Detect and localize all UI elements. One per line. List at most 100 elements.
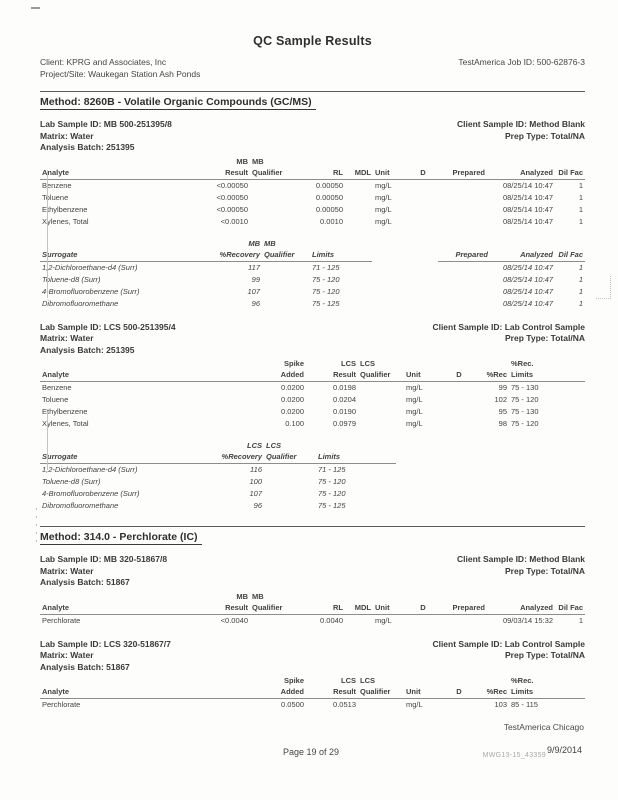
analyte-row: Benzene <0.00050 0.00050 mg/L 08/25/14 1… (40, 179, 585, 192)
col-d: D (448, 369, 470, 382)
cell-result: <0.00050 (216, 204, 249, 214)
cell-unit: mg/L (375, 204, 392, 214)
m1-lcs-surrogate-table: LCS LCS Surrogate %Recovery Qualifier Li… (40, 441, 585, 512)
m1-mb-ids-left: Lab Sample ID: MB 500-251395/8 Matrix: W… (40, 119, 172, 154)
cell-qualifier (358, 699, 404, 712)
col-qualifier: Qualifier (250, 601, 295, 615)
analysis-batch: Analysis Batch: 251395 (40, 344, 135, 355)
cell-mdl (345, 179, 373, 192)
analyte-row: Xylenes, Total <0.0010 0.0010 mg/L 08/25… (40, 216, 585, 228)
cell-dil-fac: 1 (578, 180, 583, 190)
cell-limits: 75 - 120 (318, 477, 346, 486)
surrogate-row: Toluene-d8 (Surr) 100 75 - 120 (40, 476, 585, 488)
cell-unit: mg/L (406, 407, 423, 416)
header-row: Surrogate %Recovery Qualifier Limits Pre… (40, 248, 585, 262)
matrix: Matrix: Water (40, 130, 94, 141)
cell-spacer (396, 464, 585, 477)
project-line: Project/Site: Waukegan Station Ash Ponds (40, 69, 201, 79)
cell-mdl (345, 204, 373, 216)
col-recovery: %Recovery (200, 451, 264, 464)
cell-rec-limits: 75 - 130 (511, 383, 539, 392)
m2-lcs-ids-right: Client Sample ID: Lab Control Sample Pre… (432, 639, 585, 674)
cell-qualifier (358, 406, 404, 418)
scan-artifact-line (47, 170, 48, 298)
cell-d (411, 614, 435, 627)
lab-sample-id: Lab Sample ID: LCS 320-51867/7 (40, 638, 171, 649)
scan-artifact-dash (31, 7, 40, 9)
cell-rl: 0.00050 (315, 180, 343, 190)
cell-surrogate: 4-Bromofluorobenzene (Surr) (42, 286, 140, 296)
cell-prepared (435, 204, 487, 216)
cell-rec-limits: 85 - 115 (511, 700, 538, 709)
cell-result: 0.0513 (333, 700, 356, 709)
page-title: QC Sample Results (253, 34, 372, 48)
group-label-mb: MB (248, 238, 260, 248)
analysis-batch: Analysis Batch: 51867 (40, 661, 130, 672)
cell-analyzed: 08/25/14 10:47 (502, 192, 553, 202)
col-analyte: Analyte (40, 686, 258, 699)
group-label-lcs: LCS (341, 676, 356, 685)
footer-watermark: MWG13-15_43359 (482, 752, 546, 759)
analysis-batch: Analysis Batch: 251395 (40, 142, 135, 152)
cell-recovery: 99 (251, 274, 260, 284)
m1-lcs-analyte-table: Spike LCS LCS %Rec. Analyte Added Result… (40, 359, 585, 430)
cell-analyzed: 08/25/14 10:47 (502, 274, 553, 284)
col-analyzed: Analyzed (487, 601, 555, 615)
scan-artifact-speckle (596, 276, 611, 299)
footer-page-number: Page 19 of 29 (283, 747, 340, 757)
cell-result: 0.0979 (333, 419, 356, 428)
cell-spacer (372, 286, 438, 298)
cell-dil-fac: 1 (578, 286, 583, 296)
col-result: Result (200, 601, 250, 615)
col-prepared: Prepared (438, 248, 490, 262)
col-unit: Unit (373, 166, 411, 180)
cell-d (411, 216, 435, 228)
header-row: Analyte Result Qualifier RL MDL Unit D P… (40, 601, 585, 615)
cell-surrogate: Dibromofluoromethane (42, 501, 119, 510)
cell-unit: mg/L (375, 216, 392, 226)
cell-analyzed: 08/25/14 10:47 (502, 204, 553, 214)
cell-recovery: 116 (250, 465, 262, 474)
m2-lcs-ids: Lab Sample ID: LCS 320-51867/7 Matrix: W… (40, 639, 585, 674)
m2-lcs-ids-left: Lab Sample ID: LCS 320-51867/7 Matrix: W… (40, 639, 171, 674)
cell-rec: 95 (498, 407, 507, 416)
page-content: QC Sample Results Client: KPRG and Assoc… (40, 34, 585, 712)
col-added: Added (258, 686, 306, 699)
m2-mb-analyte-table: MB MB Analyte Result Qualifier RL MDL Un… (40, 592, 585, 627)
cell-surrogate: 4-Bromofluorobenzene (Surr) (42, 489, 140, 498)
cell-qualifier (250, 216, 295, 228)
cell-surrogate: Toluene-d8 (Surr) (42, 477, 101, 486)
cell-dil-fac: 1 (578, 274, 583, 284)
col-analyte: Analyte (40, 601, 200, 615)
client-line: Client: KPRG and Associates, Inc (40, 57, 167, 67)
col-dil-fac: Dil Fac (555, 601, 585, 615)
surrogate-row: Dibromofluoromethane 96 75 - 125 (40, 500, 585, 512)
cell-d (448, 406, 470, 418)
scan-artifact-line (47, 412, 48, 470)
cell-dil-fac: 1 (578, 615, 583, 625)
cell-analyte: Ethylbenzene (42, 407, 88, 416)
col-analyte: Analyte (40, 369, 258, 382)
col-limits: Limits (310, 248, 372, 262)
col-added: Added (258, 369, 306, 382)
col-dil-fac: Dil Fac (555, 248, 585, 262)
prep-type: Prep Type: Total/NA (505, 130, 585, 141)
group-label-mb: MB (252, 156, 264, 166)
group-label-lcs: LCS (341, 359, 356, 368)
col-qualifier: Qualifier (358, 369, 404, 382)
cell-d (411, 204, 435, 216)
cell-rl: 0.00050 (315, 204, 343, 214)
col-result: Result (306, 686, 358, 699)
col-rl: RL (295, 166, 345, 180)
col-d: D (448, 686, 470, 699)
col-surrogate: Surrogate (40, 248, 200, 262)
cell-rec-limits: 75 - 130 (511, 407, 539, 416)
cell-qualifier (358, 382, 404, 395)
cell-spike-added: 0.0200 (281, 395, 304, 404)
cell-prepared (438, 274, 490, 286)
col-analyte: Analyte (40, 166, 200, 180)
m1-lcs-ids-right: Client Sample ID: Lab Control Sample Pre… (432, 322, 585, 357)
group-label-rec: %Rec. (511, 359, 534, 368)
cell-unit: mg/L (406, 395, 423, 404)
cell-spacer (396, 476, 585, 488)
